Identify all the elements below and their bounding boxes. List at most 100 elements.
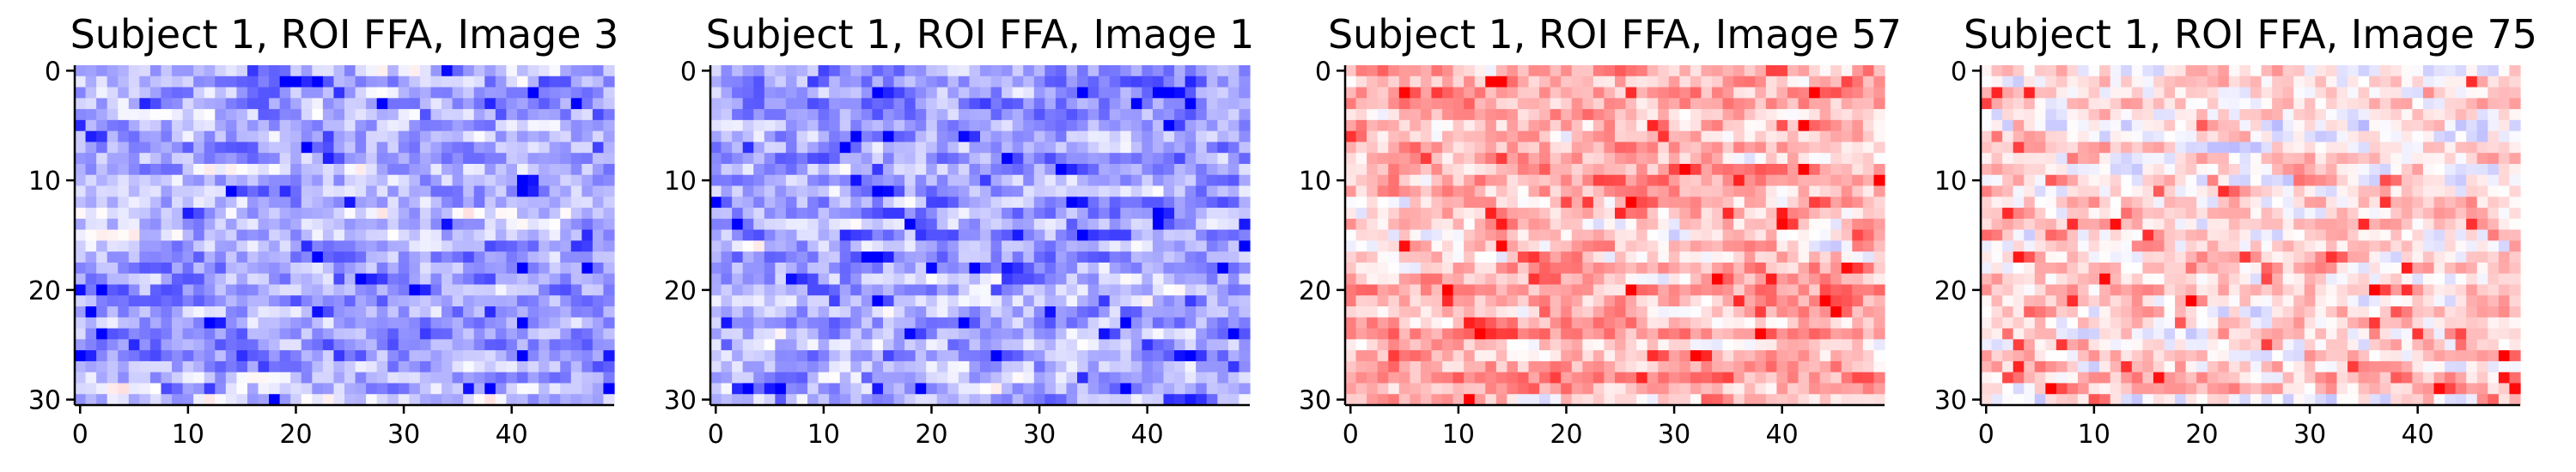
heatmap-cell <box>1539 360 1551 373</box>
heatmap-cell <box>1625 229 1637 241</box>
heatmap-cell <box>2142 109 2154 121</box>
heatmap-cell <box>409 229 421 241</box>
heatmap-cell <box>1099 328 1111 340</box>
heatmap-cell <box>980 208 992 220</box>
heatmap-cell <box>247 262 259 275</box>
heatmap-cell <box>893 76 905 88</box>
heatmap-cell <box>1690 218 1702 231</box>
heatmap-cell <box>829 130 841 143</box>
heatmap-cell <box>85 174 97 187</box>
heatmap-cell <box>1345 142 1357 154</box>
heatmap-cell <box>279 383 291 395</box>
heatmap-cell <box>753 142 765 154</box>
heatmap-cell <box>1776 284 1788 296</box>
heatmap-cell <box>1668 273 1680 286</box>
heatmap-cell <box>85 119 97 132</box>
heatmap-cell <box>1044 306 1057 318</box>
heatmap-cell <box>366 208 378 220</box>
heatmap-cell <box>785 350 798 362</box>
heatmap-cell <box>818 87 830 99</box>
heatmap-cell <box>258 218 270 231</box>
heatmap-cell <box>1744 87 1756 99</box>
heatmap-cell <box>732 87 744 99</box>
heatmap-cell <box>1571 284 1583 296</box>
heatmap-cell <box>947 174 959 187</box>
heatmap-cell <box>1431 76 1443 88</box>
heatmap-cell <box>1420 185 1433 197</box>
heatmap-cell <box>603 383 615 395</box>
heatmap-cell <box>1033 295 1045 307</box>
heatmap-cell <box>527 208 539 220</box>
heatmap-cell <box>775 394 787 406</box>
heatmap-cell <box>947 284 959 296</box>
heatmap-cell <box>1464 284 1476 296</box>
heatmap-cell <box>1701 251 1713 263</box>
heatmap-cell <box>527 142 539 154</box>
heatmap-cell <box>290 251 302 263</box>
heatmap-cell <box>452 98 464 110</box>
heatmap-cell <box>1431 295 1443 307</box>
heatmap-cell <box>269 130 281 143</box>
heatmap-cell <box>322 153 335 165</box>
heatmap-cell <box>1539 76 1551 88</box>
heatmap-cell <box>149 208 162 220</box>
heatmap-cell <box>1755 273 1767 286</box>
heatmap-cell <box>549 383 561 395</box>
heatmap-cell <box>1539 394 1551 406</box>
heatmap-cell <box>2466 109 2478 121</box>
heatmap-cell <box>1798 174 1810 187</box>
heatmap-cell <box>2412 98 2424 110</box>
heatmap-cell <box>570 284 582 296</box>
heatmap-cell <box>753 98 765 110</box>
heatmap-cell <box>893 87 905 99</box>
heatmap-cell <box>1163 208 1175 220</box>
heatmap-cell <box>398 174 410 187</box>
heatmap-cell <box>118 372 130 384</box>
heatmap-cell <box>785 119 798 132</box>
heatmap-cell <box>1592 208 1605 220</box>
heatmap-cell <box>570 394 582 406</box>
heatmap-cell <box>1636 394 1648 406</box>
heatmap-cell <box>839 328 851 340</box>
heatmap-cell <box>1755 328 1767 340</box>
heatmap-cell <box>764 218 776 231</box>
heatmap-cell <box>570 130 582 143</box>
heatmap-cell <box>1196 229 1208 241</box>
heatmap-cell <box>1862 273 1875 286</box>
heatmap-cell <box>1841 130 1853 143</box>
heatmap-cell <box>355 163 367 176</box>
heatmap-cell <box>269 119 281 132</box>
heatmap-cell <box>1690 328 1702 340</box>
heatmap-cell <box>172 229 184 241</box>
heatmap-cell <box>1668 251 1680 263</box>
heatmap-cell <box>882 142 895 154</box>
heatmap-cell <box>1528 197 1540 209</box>
heatmap-cell <box>850 197 862 209</box>
heatmap-cell <box>1495 339 1507 351</box>
heatmap-cell <box>710 295 722 307</box>
heatmap-cell <box>1615 284 1627 296</box>
heatmap-cell <box>85 284 97 296</box>
heatmap-cell <box>1066 197 1078 209</box>
heatmap-cell <box>936 163 948 176</box>
heatmap-cell <box>236 306 248 318</box>
heatmap-cell <box>1873 109 1885 121</box>
heatmap-cell <box>290 87 302 99</box>
heatmap-cell <box>1830 218 1842 231</box>
heatmap-cell <box>1099 295 1111 307</box>
heatmap-cell <box>1571 185 1583 197</box>
heatmap-cell <box>366 163 378 176</box>
heatmap-cell <box>1152 284 1165 296</box>
heatmap-cell <box>473 109 485 121</box>
heatmap-cell <box>301 197 313 209</box>
heatmap-cell <box>118 98 130 110</box>
heatmap-cell <box>516 383 529 395</box>
heatmap-cell <box>915 273 927 286</box>
heatmap-cell <box>742 109 754 121</box>
heatmap-cell <box>1852 229 1864 241</box>
heatmap-cell <box>1744 109 1756 121</box>
heatmap-cell <box>1625 372 1637 384</box>
heatmap-cell <box>1109 273 1121 286</box>
heatmap-cell <box>785 306 798 318</box>
heatmap-cell <box>2228 98 2241 110</box>
